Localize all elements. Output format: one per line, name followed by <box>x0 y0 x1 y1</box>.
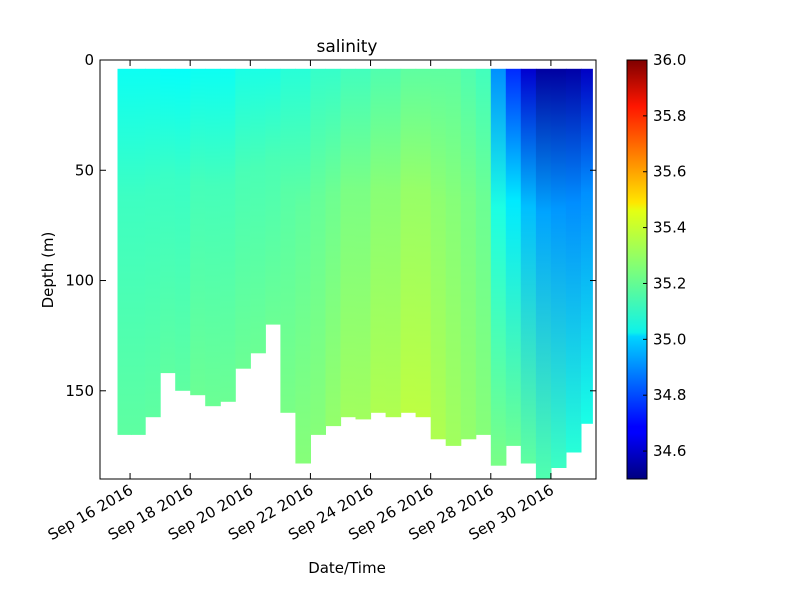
x-axis-label: Date/Time <box>308 559 386 577</box>
colorbar-tick-label: 34.6 <box>653 442 686 460</box>
colorbar-tick-label: 35.6 <box>653 163 686 181</box>
profile-column <box>460 68 477 440</box>
profile-column <box>160 68 176 374</box>
profile-column <box>265 68 281 325</box>
colorbar-tick-label: 35.2 <box>653 274 686 292</box>
profile-column <box>280 68 296 413</box>
colorbar-tick-label: 34.8 <box>653 386 686 404</box>
profile-column <box>205 68 221 407</box>
profile-column <box>445 68 462 446</box>
profile-column <box>430 68 447 440</box>
profile-column <box>415 68 432 418</box>
profile-column <box>385 68 402 418</box>
plot-frame <box>99 59 597 480</box>
profile-column <box>220 68 236 402</box>
profile-column <box>145 68 161 418</box>
profile-column <box>565 68 582 453</box>
profile-column <box>581 68 593 424</box>
y-tick-label: 150 <box>65 382 94 400</box>
profile-column <box>535 68 552 479</box>
profile-column <box>325 68 342 427</box>
colorbar-tick-label: 36.0 <box>653 51 686 69</box>
profile-column <box>505 68 522 446</box>
colorbar-tick-label: 35.8 <box>653 107 686 125</box>
profile-column <box>117 68 132 435</box>
y-tick-label: 0 <box>84 51 94 69</box>
salinity-profiles <box>117 68 593 479</box>
y-tick-label: 50 <box>75 161 94 179</box>
profile-column <box>295 68 311 464</box>
profile-column <box>550 68 567 469</box>
profile-column <box>175 68 191 391</box>
profile-column <box>190 68 206 396</box>
profile-column <box>370 68 387 413</box>
profile-column <box>235 68 251 369</box>
profile-column <box>490 68 507 466</box>
profile-column <box>475 68 492 435</box>
profile-column <box>355 68 372 420</box>
profile-column <box>250 68 266 354</box>
colorbar <box>626 59 648 480</box>
colorbar-tick-label: 35.4 <box>653 219 686 237</box>
profile-column <box>400 68 417 413</box>
profile-column <box>340 68 357 418</box>
profile-column <box>520 68 537 464</box>
profile-column <box>131 68 146 435</box>
y-axis-label: Depth (m) <box>39 232 57 309</box>
chart-title: salinity <box>317 37 378 57</box>
colorbar-ticks: 34.6 34.8 35.0 35.2 35.4 35.6 35.8 36.0 <box>643 51 686 460</box>
profile-column <box>310 68 326 435</box>
y-tick-label: 100 <box>65 272 94 290</box>
colorbar-tick-label: 35.0 <box>653 330 686 348</box>
